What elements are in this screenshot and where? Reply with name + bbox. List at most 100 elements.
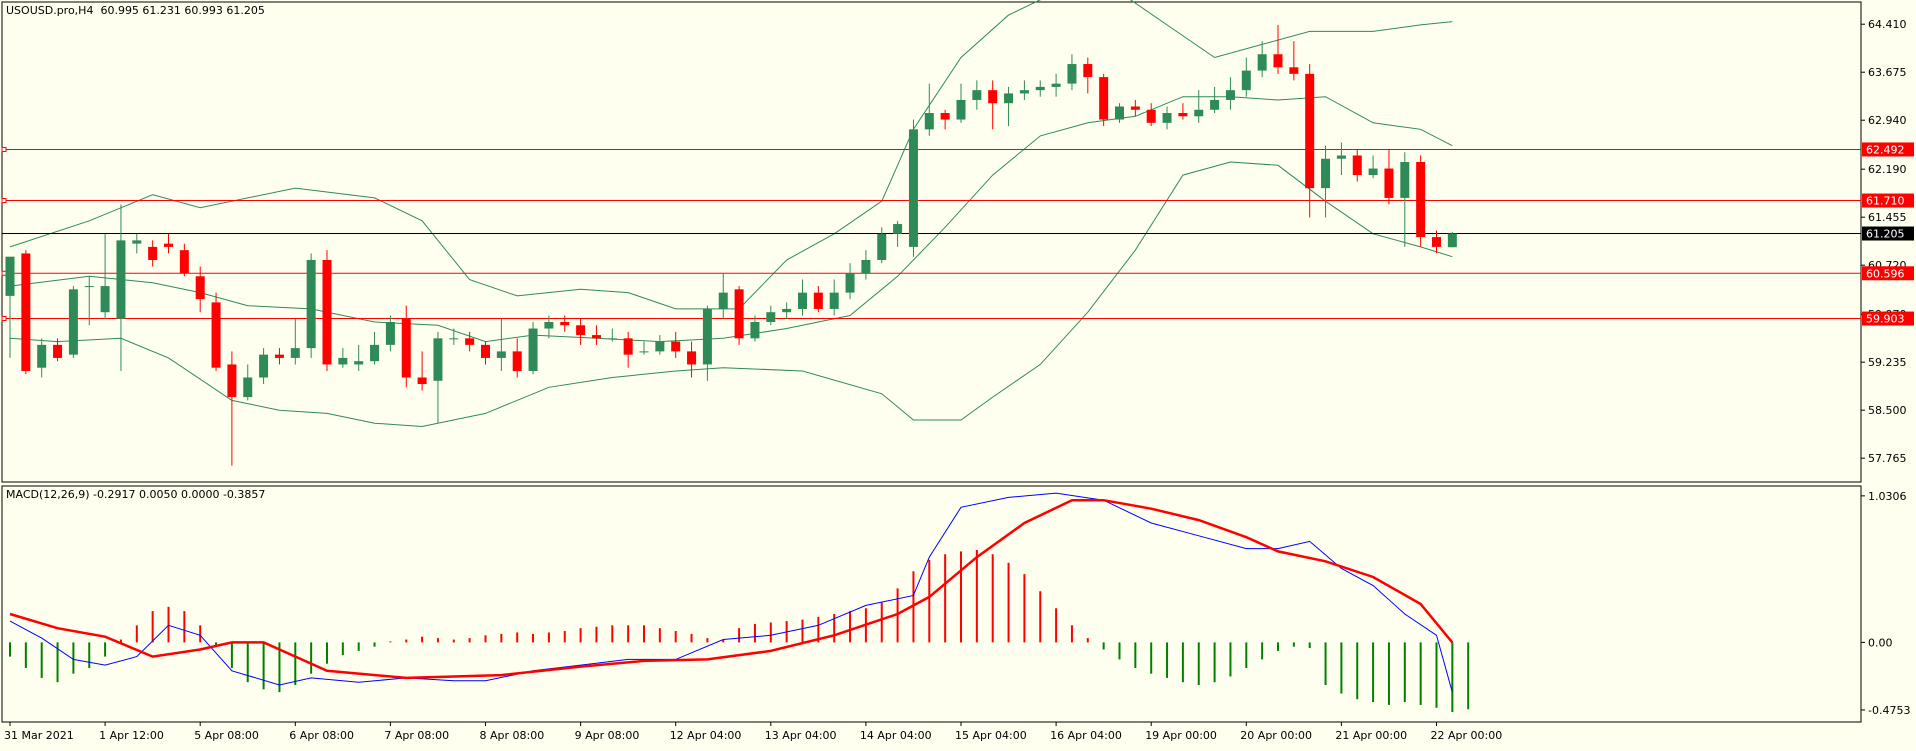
candle (1305, 64, 1315, 218)
candle-body (687, 351, 697, 365)
macd-pane-frame (1, 485, 1862, 723)
macd-info-label: MACD(12,26,9) -0.2917 0.0050 0.0000 -0.3… (6, 488, 266, 501)
macd-histogram (9, 549, 1470, 713)
candle (274, 348, 284, 365)
candle-body (528, 328, 538, 371)
candle (132, 233, 142, 254)
candle (750, 315, 760, 342)
candle (1416, 155, 1426, 247)
price-y-tick-label: 62.190 (1868, 163, 1907, 176)
level-price-tag-2 (1862, 266, 1914, 281)
price-y-tick-label: 58.500 (1868, 404, 1907, 417)
candle-body (148, 246, 158, 260)
candle-body (1336, 155, 1346, 159)
price-y-tick-label: 63.675 (1868, 66, 1907, 79)
candle (861, 250, 871, 280)
candle (1067, 54, 1077, 91)
candle (1352, 148, 1362, 182)
candle-body (940, 113, 950, 120)
level-price-label-3: 59.903 (1866, 313, 1905, 326)
candle-body (68, 289, 78, 355)
candle (259, 348, 269, 385)
candle (687, 341, 697, 378)
candle (481, 341, 490, 365)
x-tick-label: 8 Apr 08:00 (480, 729, 545, 742)
x-tick-label: 15 Apr 04:00 (955, 729, 1027, 742)
candle-body (718, 292, 728, 309)
candle-body (1035, 86, 1045, 91)
candle-body (512, 351, 522, 371)
x-tick-label: 31 Mar 2021 (4, 729, 74, 742)
candle-body (132, 240, 142, 244)
candle (1400, 152, 1410, 247)
candle (465, 331, 475, 352)
x-tick-label: 6 Apr 08:00 (289, 729, 354, 742)
candle-body (1257, 54, 1267, 71)
candle-body (1178, 113, 1188, 117)
candle-body (591, 335, 601, 339)
candle (591, 325, 601, 345)
candle (148, 240, 158, 267)
candle-body (655, 341, 665, 352)
candle (53, 338, 63, 362)
macd-y-tick-label: 0.00 (1868, 636, 1893, 649)
candle (528, 322, 538, 375)
candle-body (417, 377, 427, 385)
candle (496, 318, 506, 371)
candle-body (1225, 90, 1235, 100)
candle-body (84, 286, 94, 288)
level-anchor-2 (1, 270, 7, 276)
candle (766, 305, 776, 326)
candle-body (972, 90, 982, 100)
candle-body (782, 308, 792, 313)
price-y-tick-label: 62.940 (1868, 114, 1907, 127)
candle-body (1067, 64, 1077, 84)
candle (1368, 155, 1378, 179)
candle-body (845, 273, 855, 293)
candle (1099, 73, 1109, 127)
candle-body (1194, 109, 1204, 117)
x-tick-label: 12 Apr 04:00 (670, 729, 742, 742)
macd-main-line (9, 492, 1453, 693)
candle-body (908, 129, 918, 247)
macd-signal-line (9, 498, 1454, 680)
candle-body (1432, 237, 1441, 247)
candle (940, 109, 950, 130)
candle-body (116, 240, 126, 319)
candle (702, 305, 712, 381)
candle (211, 292, 221, 371)
candle (37, 338, 47, 378)
candle-body (671, 341, 681, 352)
candle (1225, 77, 1235, 110)
x-tick-label: 5 Apr 08:00 (194, 729, 259, 742)
candle (116, 204, 126, 371)
candle (639, 341, 649, 355)
level-price-tag-0 (1862, 142, 1914, 157)
candle-body (385, 322, 395, 345)
candle (306, 253, 316, 358)
candle (1115, 103, 1124, 123)
candle (401, 305, 411, 388)
candle (433, 331, 443, 424)
candle (893, 220, 903, 247)
candle-body (607, 338, 617, 340)
symbol-info-label: USOUSD.pro,H4 60.995 61.231 60.993 61.20… (6, 4, 265, 17)
candle (1432, 230, 1441, 254)
candle-body (401, 318, 411, 378)
candle-body (1368, 168, 1378, 176)
candle (1241, 57, 1251, 97)
candle-body (227, 364, 237, 398)
candle-body (1273, 54, 1283, 68)
candle (877, 227, 887, 264)
candle-body (623, 338, 633, 355)
candle-body (750, 322, 760, 339)
level-price-label-2: 60.596 (1866, 267, 1905, 280)
level-price-label-0: 62.492 (1866, 143, 1905, 156)
bollinger-middle-line (9, 96, 1453, 343)
candle-body (370, 344, 380, 362)
candle (782, 302, 792, 319)
candle-body (306, 259, 316, 349)
candle (718, 273, 728, 319)
